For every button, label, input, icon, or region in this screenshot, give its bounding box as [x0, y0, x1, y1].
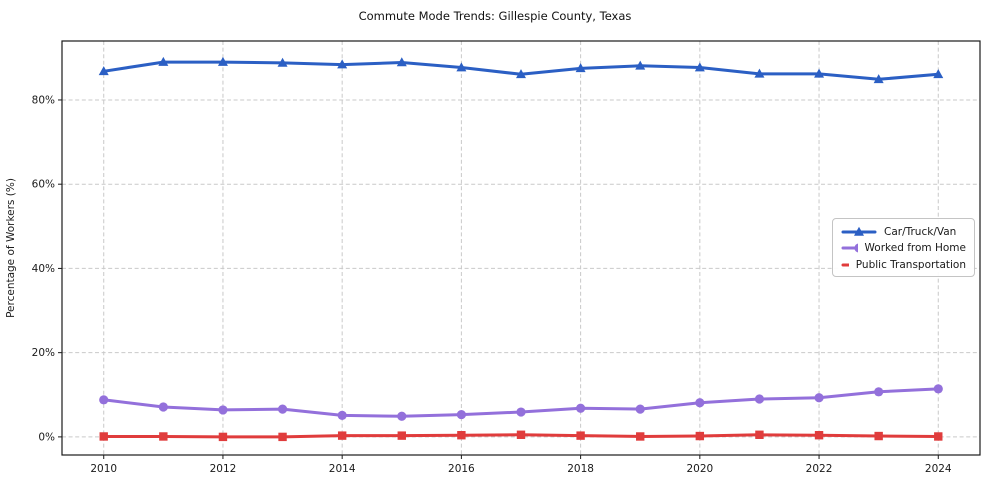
- y-tick-label: 20%: [32, 347, 55, 359]
- data-point-marker-worked-from-home: [635, 404, 645, 414]
- data-point-marker-worked-from-home: [933, 384, 943, 394]
- data-point-marker-public-transportation: [576, 431, 585, 440]
- x-tick-label: 2022: [806, 463, 833, 475]
- x-tick-label: 2018: [567, 463, 594, 475]
- legend-line-marker-icon: [841, 263, 849, 266]
- legend-label: Worked from Home: [864, 242, 966, 254]
- data-point-marker-public-transportation: [695, 431, 705, 441]
- data-point-marker-public-transportation: [814, 431, 824, 440]
- data-point-marker-worked-from-home: [814, 393, 824, 403]
- data-point-marker-car-truck-van: [635, 60, 646, 70]
- data-point-marker-worked-from-home: [695, 398, 705, 408]
- legend-line-marker-icon: [841, 243, 858, 253]
- legend-item-car-truck-van: Car/Truck/Van: [841, 224, 966, 239]
- data-point-marker-worked-from-home: [397, 411, 407, 421]
- x-tick-label: 2014: [329, 463, 356, 475]
- data-point-marker-car-truck-van: [277, 57, 288, 67]
- data-point-marker-public-transportation: [636, 432, 645, 441]
- data-point-marker-car-truck-van: [575, 63, 586, 73]
- data-point-marker-car-truck-van: [873, 74, 884, 84]
- x-tick-label: 2016: [448, 463, 475, 475]
- y-tick-label: 40%: [32, 263, 55, 275]
- legend-sample-marker-car-truck-van: [854, 226, 864, 236]
- data-point-marker-worked-from-home: [516, 407, 526, 417]
- data-point-marker-worked-from-home: [218, 405, 228, 415]
- data-point-marker-public-transportation: [218, 432, 228, 442]
- data-point-marker-car-truck-van: [158, 56, 169, 66]
- legend: Car/Truck/Van Worked from Home Public Tr…: [832, 218, 975, 277]
- data-point-marker-worked-from-home: [158, 402, 168, 412]
- data-point-marker-car-truck-van: [337, 59, 348, 69]
- data-point-marker-public-transportation: [457, 431, 466, 440]
- data-point-marker-public-transportation: [99, 432, 108, 441]
- data-point-marker-car-truck-van: [98, 66, 109, 76]
- data-point-marker-worked-from-home: [99, 395, 109, 405]
- legend-sample-marker-worked-from-home: [854, 243, 858, 253]
- legend-item-public-transportation: Public Transportation: [841, 257, 966, 272]
- x-tick-label: 2012: [210, 463, 237, 475]
- legend-item-worked-from-home: Worked from Home: [841, 241, 966, 256]
- legend-label: Car/Truck/Van: [884, 225, 957, 238]
- legend-label: Public Transportation: [855, 258, 966, 271]
- data-point-marker-car-truck-van: [456, 62, 467, 72]
- data-point-marker-public-transportation: [159, 432, 168, 441]
- axes-border: [61, 40, 981, 456]
- data-point-marker-public-transportation: [874, 431, 883, 441]
- data-point-marker-worked-from-home: [874, 387, 884, 397]
- x-tick-label: 2010: [90, 463, 117, 475]
- data-point-marker-public-transportation: [755, 430, 764, 439]
- data-point-marker-car-truck-van: [754, 68, 765, 78]
- data-point-marker-public-transportation: [278, 432, 287, 442]
- data-point-marker-worked-from-home: [456, 409, 466, 420]
- x-tick-label: 2024: [925, 463, 952, 475]
- y-axis-label: Percentage of Workers (%): [5, 178, 17, 318]
- data-point-marker-car-truck-van: [516, 69, 526, 79]
- data-point-marker-public-transportation: [397, 431, 406, 440]
- chart-title: Commute Mode Trends: Gillespie County, T…: [358, 9, 632, 23]
- data-point-marker-car-truck-van: [694, 62, 705, 72]
- data-point-marker-car-truck-van: [217, 56, 228, 66]
- data-point-marker-car-truck-van: [933, 69, 944, 79]
- data-point-marker-worked-from-home: [754, 394, 765, 404]
- data-point-marker-worked-from-home: [576, 403, 586, 413]
- x-tick-label: 2020: [686, 463, 713, 475]
- data-point-marker-car-truck-van: [814, 68, 825, 78]
- data-point-marker-worked-from-home: [277, 404, 288, 414]
- data-point-marker-public-transportation: [516, 430, 526, 439]
- legend-line-marker-icon: [841, 226, 877, 236]
- data-point-marker-car-truck-van: [396, 57, 407, 67]
- y-tick-label: 80%: [32, 94, 55, 106]
- data-point-marker-worked-from-home: [337, 410, 347, 421]
- y-tick-label: 0%: [38, 431, 55, 443]
- data-point-marker-public-transportation: [934, 432, 943, 441]
- y-tick-label: 60%: [32, 179, 55, 191]
- data-point-marker-public-transportation: [337, 431, 347, 440]
